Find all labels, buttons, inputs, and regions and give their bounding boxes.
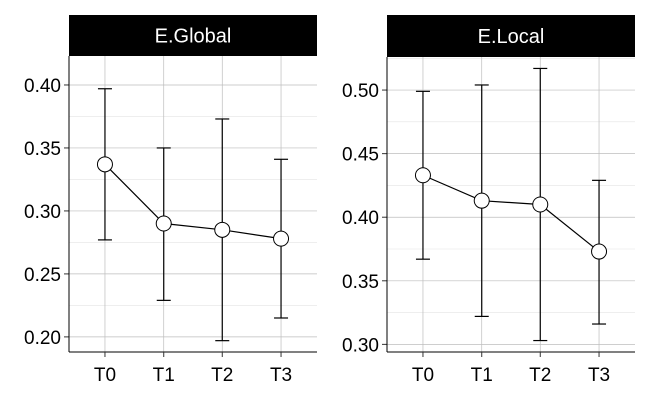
plot-background	[387, 57, 635, 352]
data-point	[214, 221, 231, 238]
y-tick-label: 0.30	[342, 335, 379, 356]
y-tick-label: 0.35	[342, 272, 379, 293]
x-tick-label: T1	[153, 365, 175, 386]
series-line	[422, 174, 600, 253]
y-tick-label: 0.50	[342, 81, 379, 102]
x-tick-label: T0	[412, 365, 434, 386]
data-point	[591, 243, 608, 260]
x-tick-label: T0	[94, 365, 116, 386]
data-point	[155, 215, 172, 232]
data-point	[532, 196, 549, 213]
y-tick-label: 0.40	[24, 76, 61, 97]
data-point	[414, 167, 431, 184]
x-tick-label: T2	[529, 365, 551, 386]
x-tick-label: T3	[270, 365, 292, 386]
data-point	[273, 230, 290, 247]
y-tick-label: 0.25	[24, 265, 61, 286]
x-tick-label: T1	[471, 365, 493, 386]
x-tick-label: T3	[588, 365, 610, 386]
plot-background	[69, 56, 317, 352]
panel-0: 0.20 0.25 0.30 0.35 0.40 T0 T1 T2 T3 E.Global	[24, 15, 317, 386]
x-tick-label: T2	[211, 365, 233, 386]
y-tick-label: 0.40	[342, 208, 379, 229]
y-tick-label: 0.35	[24, 139, 61, 160]
panel-1: 0.30 0.35 0.40 0.45 0.50 T0 T1 T2 T3 E.Local	[342, 15, 635, 386]
facet-strip	[387, 15, 635, 57]
facet-strip	[69, 15, 317, 56]
facet-strip-title: E.Local	[478, 26, 545, 48]
y-tick-label: 0.45	[342, 145, 379, 166]
y-tick-label: 0.20	[24, 328, 61, 349]
series-line	[104, 163, 282, 240]
facet-strip-title: E.Global	[155, 26, 232, 48]
y-tick-label: 0.30	[24, 202, 61, 223]
data-point	[96, 156, 113, 173]
data-point	[473, 192, 490, 209]
